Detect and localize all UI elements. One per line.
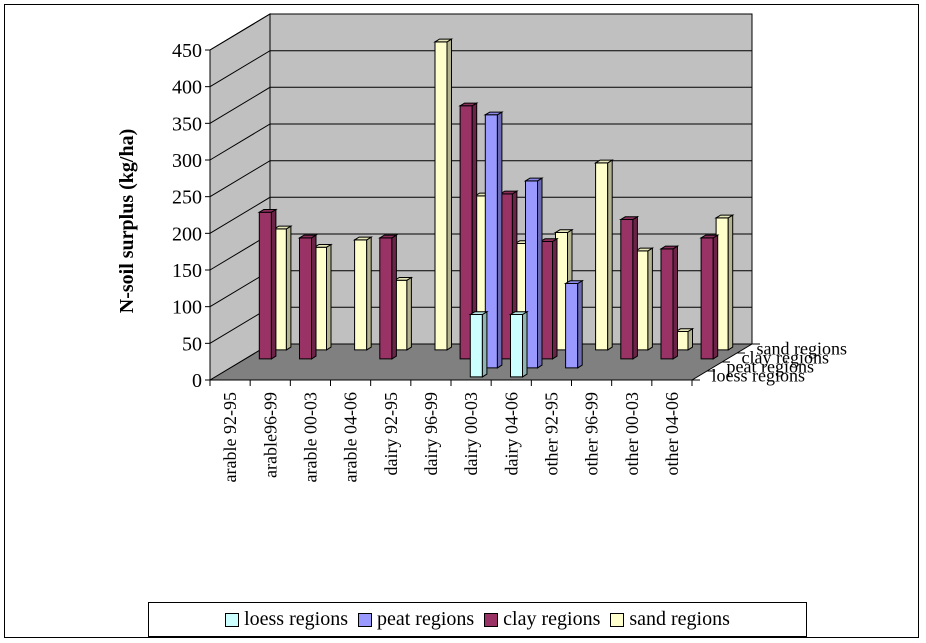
bar-sand-regions-8 (593, 159, 614, 351)
bar-sand-regions-2 (352, 236, 373, 351)
x-tick-label: dairy 04-06 (501, 392, 521, 475)
z-tick-label: loess regions (712, 366, 806, 386)
x-tick-label: other 00-03 (622, 392, 642, 475)
x-tick-label: dairy 96-99 (421, 392, 441, 475)
legend-item-loess: loess regions (225, 608, 348, 631)
z-tick-label: clay regions (742, 348, 829, 368)
legend-swatch-clay (484, 612, 499, 627)
bar-loess-regions-6 (468, 310, 489, 378)
legend-swatch-loess (225, 612, 240, 627)
bar-clay-regions-5 (458, 102, 479, 360)
gridline (209, 196, 752, 234)
x-tick-label: other 04-06 (662, 392, 682, 475)
bar-clay-regions-10 (659, 245, 680, 360)
legend-swatch-peat (357, 612, 372, 627)
legend-swatch-sand (610, 612, 625, 627)
legend-label-loess: loess regions (244, 608, 348, 630)
bar-clay-regions-3 (378, 234, 399, 360)
x-tick-label: arable 04-06 (341, 392, 361, 482)
bar-clay-regions-11 (699, 234, 720, 360)
bar-sand-regions-1 (312, 243, 333, 351)
z-tick-label: sand regions (757, 339, 847, 359)
bar-peat-regions-8 (563, 279, 585, 369)
bar-clay-regions-1 (297, 234, 318, 360)
bar-clay-regions-7 (538, 237, 559, 360)
y-tick-label: 50 (182, 333, 202, 355)
bar-clay-regions-9 (618, 215, 640, 360)
legend-item-peat: peat regions (357, 608, 475, 631)
y-tick-label: 200 (172, 223, 202, 245)
bars (257, 38, 735, 378)
legend-label-clay: clay regions (503, 608, 601, 630)
x-tick-label: dairy 92-95 (381, 392, 401, 475)
y-tick-label: 400 (172, 77, 202, 99)
gridline (209, 123, 752, 161)
bar-sand-regions-4 (433, 38, 454, 351)
y-tick-label: 0 (192, 370, 202, 392)
x-tick-label: dairy 00-03 (461, 392, 481, 475)
x-tick-label: arable 92-95 (220, 392, 240, 482)
gridline (209, 160, 752, 198)
bar-sand-regions-11 (714, 214, 735, 351)
z-tick-label: peat regions (727, 357, 814, 377)
y-tick-label: 350 (172, 113, 202, 135)
x-tick-label: other 92-95 (541, 392, 561, 475)
y-tick-label: 100 (172, 297, 202, 319)
bar-loess-regions-7 (508, 310, 529, 378)
bar-sand-regions-9 (634, 247, 655, 351)
bar-sand-regions-10 (674, 327, 695, 351)
gridline (209, 86, 752, 124)
axis-labels: 0 50 100 150 200 250 300 350 400 450 N-soil surplu… (116, 40, 847, 482)
y-tick-label: 300 (172, 150, 202, 172)
y-tick-label: 250 (172, 187, 202, 209)
x-tick-label: arable96-99 (260, 392, 280, 478)
bar-peat-regions-6 (483, 111, 504, 369)
y-axis-label: N-soil surplus (kg/ha) (116, 129, 138, 314)
gridline (209, 13, 752, 51)
bar-sand-regions-0 (272, 225, 293, 351)
y-tick-label: 150 (172, 260, 202, 282)
legend-item-sand: sand regions (610, 608, 730, 631)
x-tick-label: arable 00-03 (300, 392, 320, 482)
bar-sand-regions-3 (392, 276, 414, 351)
bar-clay-regions-0 (257, 208, 278, 360)
bar-peat-regions-7 (523, 177, 544, 369)
y-tick-label: 450 (172, 40, 202, 62)
gridline (209, 50, 752, 88)
legend-item-clay: clay regions (484, 608, 600, 631)
chart-plot: 0 50 100 150 200 250 300 350 400 450 N-soil surplu… (116, 13, 847, 482)
axes (205, 49, 760, 386)
legend: loess regions peat regions clay regions … (148, 602, 807, 637)
legend-label-peat: peat regions (376, 608, 475, 630)
gridlines (209, 13, 752, 344)
chart-frame: 0 50 100 150 200 250 300 350 400 450 N-soil surplu… (4, 4, 919, 638)
legend-label-sand: sand regions (629, 608, 730, 630)
x-tick-label: other 96-99 (582, 392, 602, 475)
